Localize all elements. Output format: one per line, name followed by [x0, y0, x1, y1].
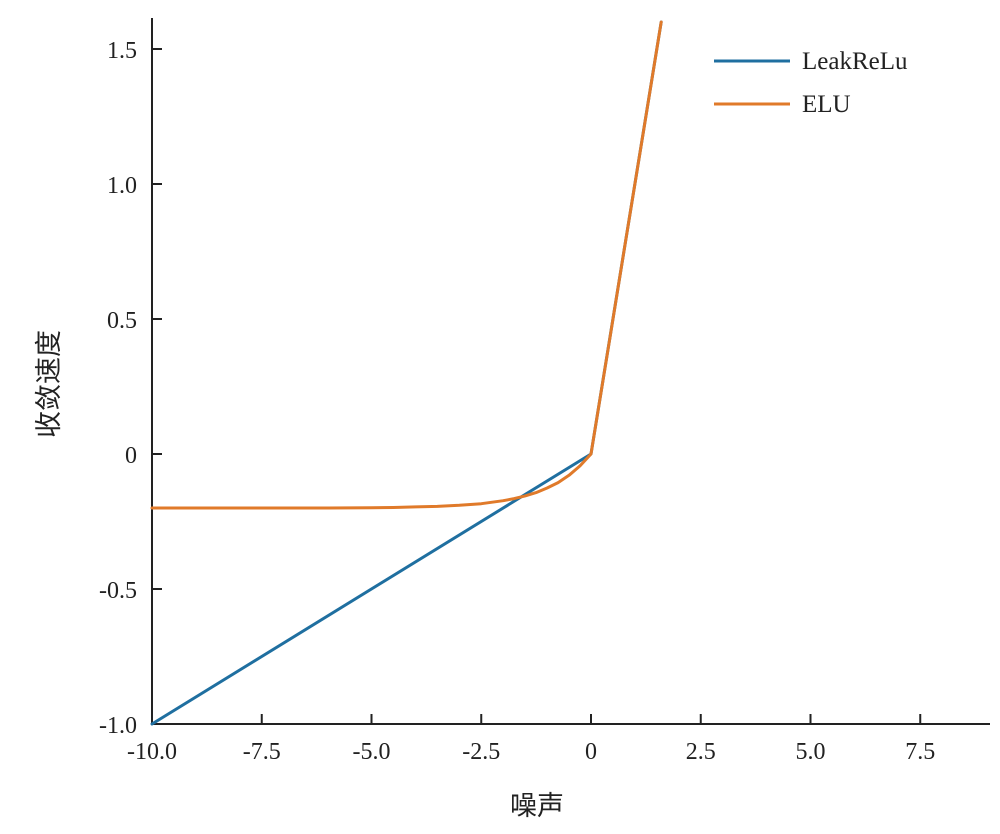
y-tick-label: -0.5	[99, 578, 137, 604]
y-tick-label: 1.5	[107, 38, 137, 64]
x-axis-title: 噪声	[510, 791, 564, 822]
x-tick-label: -7.5	[243, 739, 281, 765]
x-tick-label: -5.0	[353, 739, 391, 765]
y-tick-label: 1.0	[107, 173, 137, 199]
y-axis-title: 收敛速度	[34, 330, 65, 438]
x-tick-label: 0	[585, 739, 597, 765]
x-tick-label: 5.0	[796, 739, 826, 765]
x-tick-label: 2.5	[686, 739, 716, 765]
x-tick-label: 7.5	[905, 739, 935, 765]
series-group	[150, 20, 663, 726]
legend-label-leakrelu: LeakReLu	[802, 48, 908, 75]
legend-label-elu: ELU	[802, 91, 851, 118]
y-tick-label: 0	[125, 443, 137, 469]
y-tick-group: -1.0 -0.5 0 0.5 1.0 1.5	[99, 38, 162, 739]
x-tick-group: -10.0 -7.5 -5.0 -2.5 0 2.5 5.0 7.5	[127, 714, 935, 765]
y-tick-label: 0.5	[107, 308, 137, 334]
series-line-elu	[150, 20, 663, 510]
x-tick-label: -2.5	[462, 739, 500, 765]
series-line-leakrelu	[150, 20, 663, 726]
legend: LeakReLu ELU	[714, 48, 908, 118]
y-tick-label: -1.0	[99, 713, 137, 739]
x-tick-label: -10.0	[127, 739, 177, 765]
